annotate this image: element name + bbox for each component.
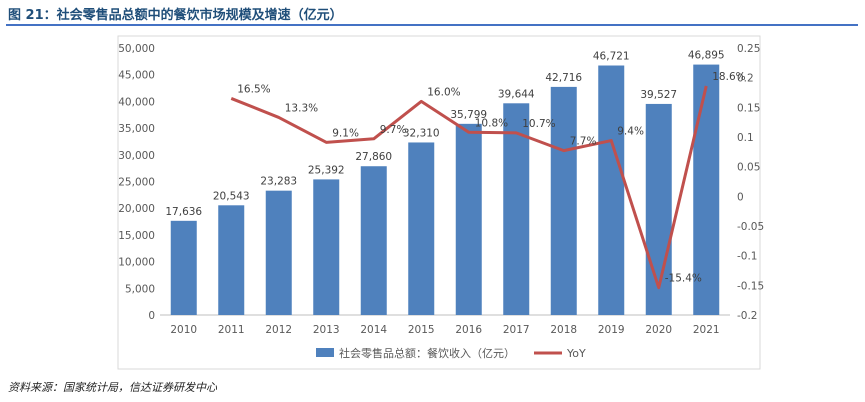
- x-tick-label: 2018: [550, 324, 577, 336]
- right-tick-label: 0.1: [737, 132, 754, 144]
- bar-value-label: 25,392: [308, 164, 345, 176]
- yoy-value-label: 10.8%: [475, 117, 508, 129]
- yoy-value-label: 16.5%: [237, 83, 270, 95]
- left-tick-label: 0: [148, 310, 155, 322]
- bar-value-label: 20,543: [213, 190, 250, 202]
- legend-label-line: YoY: [566, 347, 586, 360]
- bar-value-label: 32,310: [403, 127, 440, 139]
- x-axis: 2010 2011 2012 2013 2014 2015 2016 2017 2018 2019…: [170, 324, 719, 336]
- left-tick-label: 15,000: [118, 230, 155, 242]
- yoy-value-label: 18.6%: [712, 71, 745, 83]
- yoy-value-label: -15.4%: [665, 273, 702, 285]
- x-tick-label: 2020: [645, 324, 672, 336]
- bar: [598, 65, 625, 315]
- yoy-value-labels: 16.5% 13.3% 9.1% 9.7% 16.0% 10.8% 10.7% 7.7% 9.4…: [237, 71, 745, 285]
- bar: [455, 123, 482, 315]
- left-tick-label: 25,000: [118, 177, 155, 189]
- bar-value-label: 17,636: [165, 206, 202, 218]
- bar-value-label: 46,721: [593, 51, 630, 63]
- x-tick-label: 2015: [408, 324, 435, 336]
- right-tick-label: 0.25: [737, 43, 760, 55]
- bar: [550, 86, 577, 315]
- x-tick-label: 2016: [455, 324, 482, 336]
- bar: [170, 220, 197, 315]
- left-tick-label: 50,000: [118, 43, 155, 55]
- yoy-line: [230, 85, 708, 290]
- left-tick-label: 5,000: [125, 283, 155, 295]
- bar: [503, 103, 530, 315]
- left-tick-label: 20,000: [118, 203, 155, 215]
- bar-value-label: 23,283: [260, 176, 297, 188]
- bar-value-labels: 17,636 20,543 23,283 25,392 27,860 32,310 35,7…: [165, 50, 724, 218]
- right-tick-label: -0.2: [737, 310, 758, 322]
- bar: [408, 142, 435, 315]
- x-tick-label: 2014: [360, 324, 387, 336]
- left-tick-label: 10,000: [118, 257, 155, 269]
- bar-value-label: 39,644: [498, 88, 535, 100]
- bar: [218, 205, 245, 315]
- left-tick-label: 30,000: [118, 150, 155, 162]
- legend: 社会零售品总额：餐饮收入（亿元） YoY: [316, 346, 586, 360]
- x-tick-label: 2019: [598, 324, 625, 336]
- left-tick-label: 35,000: [118, 123, 155, 135]
- title-rule: [6, 24, 858, 26]
- figure-title: 图 21：社会零售品总额中的餐饮市场规模及增速（亿元）: [8, 8, 343, 23]
- right-tick-label: -0.15: [737, 280, 764, 292]
- bar: [313, 179, 340, 315]
- bar: [693, 64, 720, 315]
- x-tick-label: 2011: [218, 324, 245, 336]
- yoy-value-label: 9.1%: [332, 127, 359, 139]
- x-tick-label: 2013: [313, 324, 340, 336]
- bar: [360, 166, 387, 315]
- bar-value-label: 46,895: [688, 50, 725, 62]
- left-tick-label: 40,000: [118, 96, 155, 108]
- bar: [265, 190, 292, 315]
- yoy-value-label: 9.4%: [617, 126, 644, 138]
- yoy-value-label: 7.7%: [570, 136, 597, 148]
- x-tick-label: 2021: [693, 324, 720, 336]
- right-tick-label: -0.05: [737, 221, 764, 233]
- right-axis: -0.2 -0.15 -0.1 -0.05 0 0.05 0.1 0.15 0.2 0.25: [737, 43, 764, 322]
- x-tick-label: 2012: [265, 324, 292, 336]
- chart-frame: [117, 35, 761, 370]
- bar-value-label: 39,527: [640, 89, 677, 101]
- bar-series: [170, 64, 720, 316]
- bar-value-label: 35,799: [450, 109, 487, 121]
- yoy-value-label: 16.0%: [427, 86, 460, 98]
- yoy-value-label: 10.7%: [522, 118, 555, 130]
- bar: [645, 103, 672, 316]
- source-note: 资料来源：国家统计局，信达证券研发中心: [8, 381, 217, 394]
- right-tick-label: 0.2: [737, 73, 754, 85]
- yoy-value-label: 9.7%: [380, 124, 407, 136]
- x-tick-label: 2010: [170, 324, 197, 336]
- legend-label-bar: 社会零售品总额：餐饮收入（亿元）: [339, 346, 515, 360]
- bar-value-label: 27,860: [355, 151, 392, 163]
- left-tick-label: 45,000: [118, 70, 155, 82]
- bar-value-label: 42,716: [545, 72, 582, 84]
- x-tick-label: 2017: [503, 324, 530, 336]
- yoy-value-label: 13.3%: [285, 102, 318, 114]
- right-tick-label: 0.05: [737, 162, 760, 174]
- right-tick-label: 0.15: [737, 102, 760, 114]
- right-tick-label: 0: [737, 191, 744, 203]
- right-tick-label: -0.1: [737, 251, 758, 263]
- legend-swatch-bar: [316, 348, 334, 357]
- left-axis: 0 5,000 10,000 15,000 20,000 25,000 30,000 35,0…: [118, 43, 155, 322]
